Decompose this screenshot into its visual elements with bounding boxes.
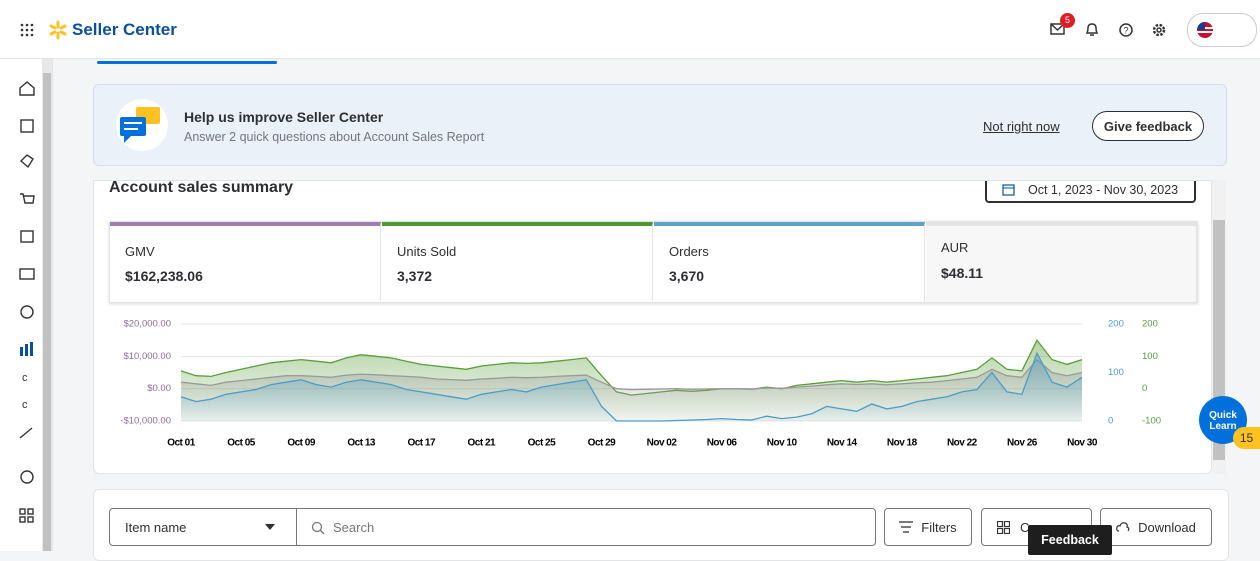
search-placeholder: Search	[333, 519, 375, 535]
summary-title: Account sales summary	[109, 180, 294, 196]
bell-icon[interactable]	[1084, 22, 1100, 38]
y3-tick-label: 0	[1108, 416, 1113, 427]
x-tick-label: Oct 09	[287, 438, 316, 449]
field-select[interactable]: Item name	[109, 508, 297, 546]
flag	[1197, 22, 1213, 38]
quick-learn-badge: 15	[1233, 427, 1260, 449]
sales-chart: -$10,000.00 $0.00 $10,000.00 $20,000.00 0 100…	[120, 319, 1161, 449]
svg-text:?: ?	[1123, 25, 1128, 35]
calendar-icon	[1002, 184, 1015, 196]
scroll-thumb[interactable]	[43, 73, 51, 551]
y-tick-label: $10,000.00	[123, 351, 171, 362]
x-tick-label: Oct 21	[468, 438, 497, 449]
x-tick-label: Nov 10	[767, 438, 798, 449]
y3-tick-label: 100	[1108, 367, 1124, 378]
download-label: Download	[1138, 519, 1196, 535]
y2-tick-label: 100	[1142, 351, 1158, 362]
x-tick-label: Nov 02	[647, 438, 678, 449]
scrollbar[interactable]	[42, 59, 52, 551]
feedback-banner: Help us improve Seller Center Answer 2 q…	[93, 84, 1227, 166]
metric-value: $162,238.06	[125, 268, 203, 284]
x-tick-label: Nov 30	[1067, 438, 1098, 449]
grid-icon	[997, 520, 1010, 534]
x-tick-label: Oct 17	[407, 438, 436, 449]
search-icon	[311, 521, 325, 535]
y-tick-label: $0.00	[147, 383, 171, 394]
x-tick-label: Nov 22	[947, 438, 978, 449]
x-tick-label: Oct 25	[528, 438, 557, 449]
x-tick-label: Oct 29	[588, 438, 617, 449]
top-bar: Seller Center 5 ?	[0, 0, 1260, 59]
help-icon[interactable]: ?	[1118, 22, 1134, 38]
metric-label: Units Sold	[397, 244, 457, 259]
apps-icon[interactable]	[20, 23, 34, 37]
metric-label: Orders	[669, 244, 709, 259]
metric-card[interactable]: AUR $48.11	[926, 222, 1197, 302]
metric-card[interactable]: GMV $162,238.06	[110, 222, 381, 302]
y3-tick-label: 200	[1108, 319, 1124, 330]
y-tick-label: $20,000.00	[123, 319, 171, 330]
x-tick-label: Nov 06	[707, 438, 738, 449]
feedback-tooltip[interactable]: Feedback	[1028, 525, 1112, 555]
series-line	[180, 351, 1083, 422]
date-range: Oct 1, 2023 - Nov 30, 2023	[1028, 183, 1179, 197]
search-input[interactable]: Search	[296, 508, 876, 546]
x-tick-label: Oct 01	[167, 438, 196, 449]
account-menu[interactable]	[1187, 13, 1257, 47]
tab-underline	[97, 61, 277, 64]
cloud-icon	[1116, 522, 1130, 532]
x-tick-label: Oct 05	[227, 438, 256, 449]
filters-label: Filters	[921, 519, 957, 535]
filters-button[interactable]: Filters	[884, 508, 972, 546]
brand[interactable]: Seller Center	[72, 20, 177, 39]
nav-label[interactable]: c	[22, 372, 28, 384]
nav-icons[interactable]	[18, 79, 36, 549]
metric-value: 3,372	[397, 268, 433, 284]
metric-label: GMV	[125, 244, 155, 259]
download-button[interactable]: Download	[1100, 508, 1212, 546]
x-tick-label: Nov 14	[827, 438, 858, 449]
summary-card: Account sales summary Oct 1, 2023 - Nov …	[93, 180, 1212, 474]
sidebar: c c	[0, 59, 53, 551]
metric-card[interactable]: Units Sold 3,372	[382, 222, 653, 302]
date-picker[interactable]: Oct 1, 2023 - Nov 30, 2023	[985, 181, 1196, 203]
dismiss-link[interactable]: Not right now	[983, 119, 1060, 134]
metric-label: AUR	[941, 240, 969, 255]
metric-value: $48.11	[941, 265, 984, 281]
y-tick-label: -$10,000.00	[120, 416, 171, 427]
spark-logo	[49, 20, 67, 40]
nav-label[interactable]: c	[22, 399, 28, 411]
filter-icon	[899, 521, 914, 533]
x-tick-label: Nov 26	[1007, 438, 1038, 449]
metric-value: 3,670	[669, 268, 705, 284]
give-feedback-button[interactable]: Give feedback	[1092, 111, 1204, 141]
metric-cards: GMV $162,238.06 Units Sold 3,372 Orders 3,670…	[109, 221, 1198, 303]
x-tick-label: Oct 13	[347, 438, 376, 449]
caret	[265, 524, 275, 530]
banner-subtitle: Answer 2 quick questions about Account S…	[184, 130, 485, 144]
series-line	[180, 358, 1083, 391]
y2-tick-label: -100	[1142, 416, 1161, 427]
settings-icon[interactable]	[1151, 22, 1167, 38]
metric-card[interactable]: Orders 3,670	[654, 222, 925, 302]
y2-tick-label: 200	[1142, 319, 1158, 330]
x-tick-label: Nov 18	[887, 438, 918, 449]
y2-tick-label: 0	[1142, 383, 1147, 394]
banner-title: Help us improve Seller Center	[184, 109, 384, 125]
chat-icon	[116, 99, 168, 151]
mail-badge: 5	[1060, 13, 1075, 28]
select-value: Item name	[125, 519, 187, 535]
series-area	[181, 353, 1082, 421]
